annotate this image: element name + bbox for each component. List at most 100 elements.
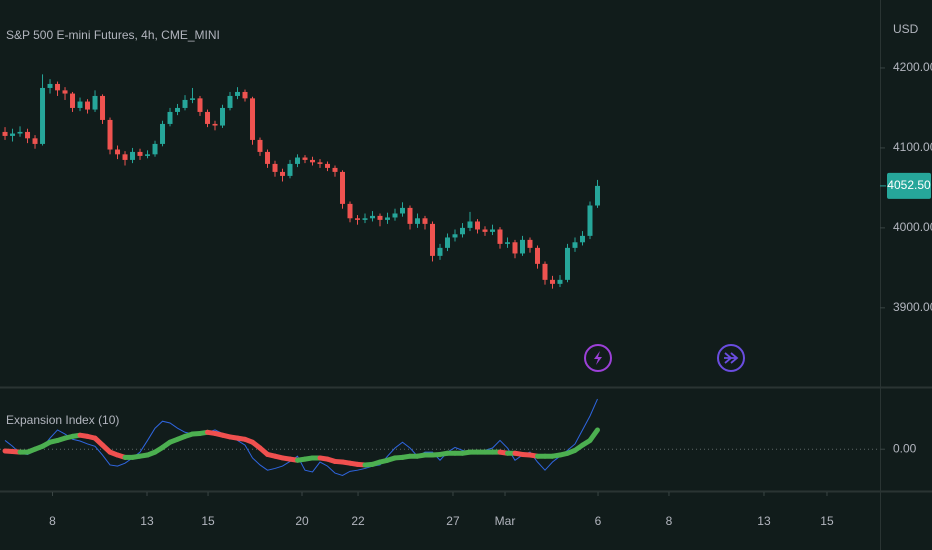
candle [145,150,151,159]
candle [287,159,293,179]
y-tick-label: 4000.00 [893,220,932,234]
candle [55,81,61,96]
candle [205,109,211,128]
candle-body [272,163,278,172]
candle-body [205,111,211,124]
candle-body [415,218,421,224]
candle-body [257,139,263,152]
candle-body [137,151,143,156]
candle-body [280,171,286,176]
candle-body [152,143,158,155]
candle [347,201,353,223]
candle-body [400,207,406,214]
candle [47,79,53,94]
candle-body [175,107,181,112]
candle-body [70,93,76,108]
candle-body [287,163,293,176]
candle-body [474,221,480,230]
candle [130,147,136,164]
candle [302,155,308,164]
candle-body [452,234,458,238]
candle-body [32,138,38,144]
last-price-label: 4052.50 [887,178,931,192]
candle-body [459,227,465,235]
x-tick-label: 13 [140,514,154,528]
candle-body [385,217,391,220]
candle [227,91,233,111]
candle [407,205,413,230]
candle [317,159,323,168]
candle-body [422,218,428,224]
last-price-box [887,172,931,199]
candle [220,104,226,128]
candle [32,135,38,149]
candle-body [100,95,106,120]
candle [504,237,510,248]
candle [70,91,76,112]
candle [107,117,113,155]
candle-body [370,215,376,219]
candle [212,120,218,131]
x-tick-label: Mar [495,514,516,528]
candle [422,215,428,230]
y-tick-label: 3900.00 [893,300,932,314]
candle [92,90,98,112]
candle-body [220,107,226,126]
candle-body [332,167,338,172]
candle [167,107,173,127]
x-tick-label: 15 [820,514,834,528]
candle [40,74,46,146]
candle [340,170,346,209]
candle-body [77,101,83,108]
x-tick-label: 8 [666,514,673,528]
candle [534,245,540,269]
currency: USD [893,22,919,36]
candle-body [265,151,271,164]
candle [100,94,106,124]
x-tick-label: 22 [351,514,365,528]
candle [62,87,68,100]
candle-body [92,95,98,110]
indicator-title: Expansion Index (10) [6,413,119,427]
candle-body [467,221,473,228]
candle [332,165,338,177]
candle [519,235,525,256]
candle-body [392,213,398,218]
candle [265,149,271,168]
candle [152,140,158,157]
candle-body [227,95,233,108]
event-icon[interactable] [717,344,745,372]
candle-body [160,123,166,144]
candle-body [130,151,136,160]
candle [160,120,166,147]
y-tick-label: 0.00 [893,441,917,455]
candle [197,95,203,116]
candle-body [62,90,68,94]
candle-body [527,239,533,248]
candle [137,148,143,160]
candle-body [10,133,16,136]
candle-body [377,215,383,220]
candle-body [594,185,600,206]
candle-body [310,159,316,163]
candle-body [430,223,436,256]
x-tick-label: 6 [595,514,602,528]
x-tick-label: 27 [446,514,460,528]
x-tick-label: 8 [49,514,56,528]
candle [370,211,376,222]
candle [564,243,570,283]
candle [557,275,563,288]
candle [235,87,241,100]
candle-body [542,263,548,280]
candle [182,95,188,111]
candle-body [107,119,113,150]
candle-body [512,242,518,254]
candle [77,97,83,112]
candle-body [145,154,151,156]
candle-body [242,91,248,99]
candle-body [167,111,173,124]
candle-body [325,163,331,168]
candle-body [482,229,488,232]
event-icon[interactable] [584,344,612,372]
candle-body [444,237,450,248]
